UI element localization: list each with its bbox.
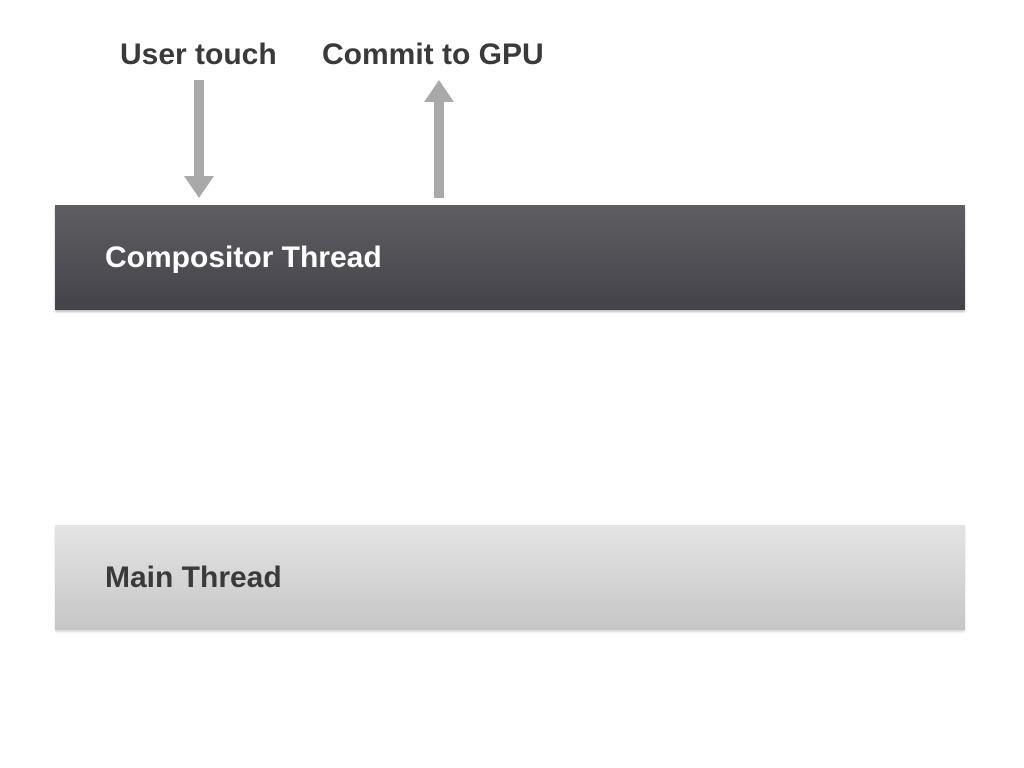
main-thread-label: Main Thread	[55, 561, 282, 595]
diagram-canvas: User touch Commit to GPU Compositor Thre…	[0, 0, 1024, 768]
arrow-up-icon	[422, 80, 456, 198]
main-thread-bar: Main Thread	[55, 525, 965, 630]
compositor-thread-bar: Compositor Thread	[55, 205, 965, 310]
compositor-thread-label: Compositor Thread	[55, 241, 382, 275]
label-commit-gpu: Commit to GPU	[322, 38, 544, 72]
arrow-down-icon	[182, 80, 216, 198]
label-user-touch: User touch	[120, 38, 277, 72]
